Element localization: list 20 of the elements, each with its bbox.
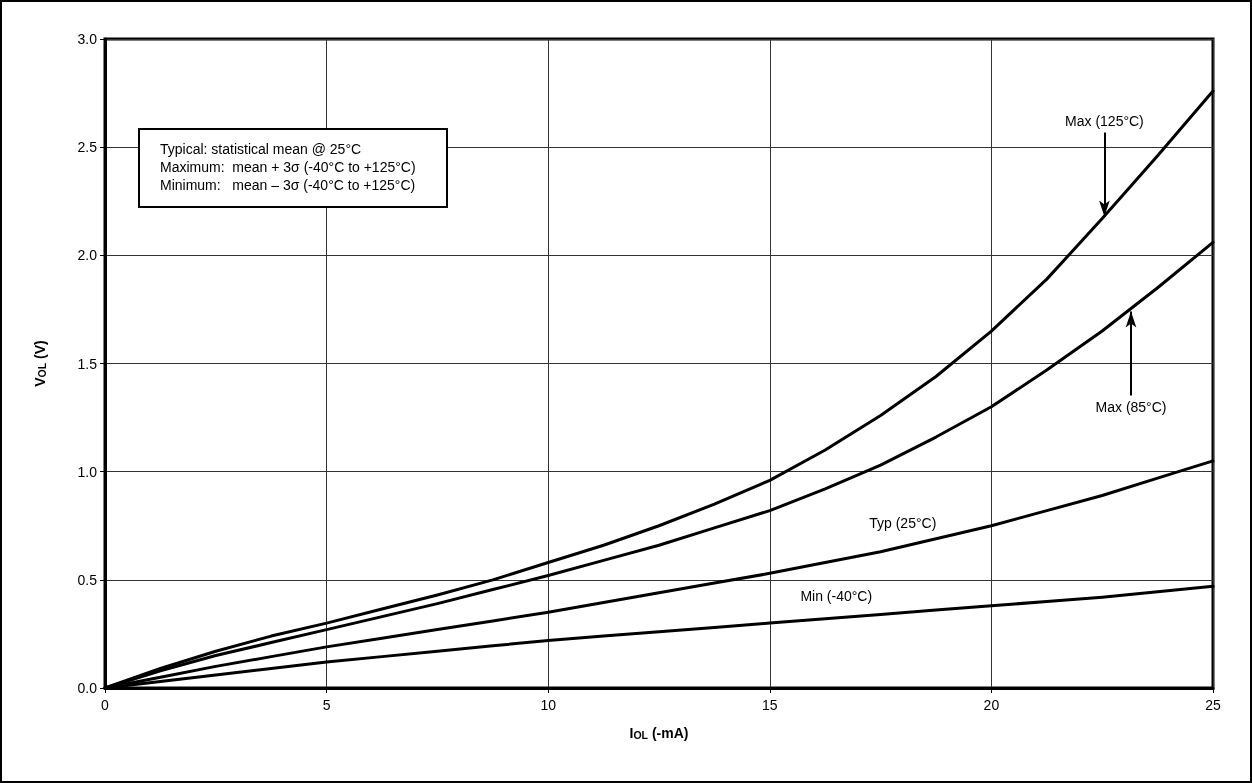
y-axis-title: VOL (V): [32, 340, 48, 387]
x-tick-label: 10: [540, 697, 557, 713]
y-tick-label: 1.0: [77, 463, 98, 480]
x-tick-label: 20: [983, 697, 1000, 713]
y-tick-label: 2.5: [77, 139, 98, 156]
y-tick-label: 0.0: [77, 680, 98, 696]
y-tick-label: 2.0: [77, 247, 98, 264]
annotation: Max (125°C): [1065, 113, 1144, 130]
text-box: Typical: statistical mean @ 25°C Maximum: mean + 3σ (-40°C to +125°C) Minimum: mean – 3σ (-40°C to +125°C): [138, 128, 448, 208]
annotation: Max (85°C): [1095, 398, 1167, 415]
annotation: Typ (25°C): [869, 515, 937, 532]
x-tick-label: 5: [322, 697, 331, 713]
x-axis-title: IOL (-mA): [629, 725, 689, 741]
x-tick-label: 25: [1205, 697, 1221, 713]
y-tick-label: 0.5: [77, 571, 98, 588]
x-tick-label: 15: [762, 697, 778, 713]
y-tick-label: 1.5: [77, 355, 98, 372]
y-tick-label: 3.0: [77, 31, 98, 47]
x-tick-label: 0: [101, 697, 110, 713]
annotation: Min (-40°C): [800, 587, 873, 604]
